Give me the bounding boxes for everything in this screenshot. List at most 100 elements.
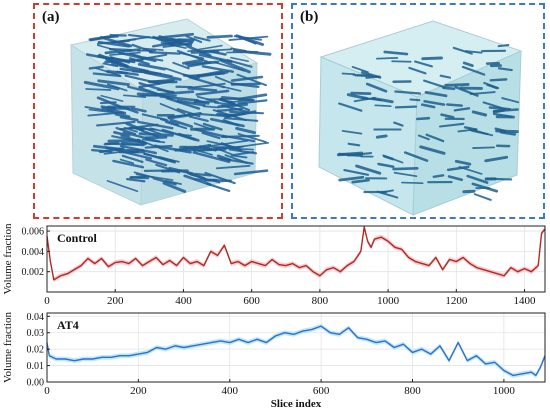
x-tick-label: 1400	[514, 295, 537, 307]
fiber	[341, 129, 363, 135]
fiber	[176, 108, 201, 118]
panel-a-fibers	[83, 32, 272, 193]
fiber	[137, 62, 166, 71]
fiber	[135, 173, 174, 181]
control-chart: 0 200 400 600 800 1000 1200 1400 0.002 0.004 0.006…	[2, 223, 546, 307]
fiber	[137, 120, 174, 130]
fiber	[393, 171, 418, 178]
fiber	[492, 108, 505, 114]
panel-a-label: (a)	[42, 9, 60, 25]
fiber	[420, 103, 436, 109]
fiber	[432, 174, 445, 179]
fiber	[207, 144, 235, 156]
series-band	[47, 323, 545, 378]
fiber	[85, 53, 114, 61]
fiber	[153, 90, 195, 97]
fiber	[351, 178, 370, 184]
fiber	[187, 86, 218, 92]
fiber	[421, 56, 443, 61]
fiber	[501, 97, 520, 104]
x-tick-label: 400	[175, 295, 192, 307]
fiber	[113, 131, 131, 138]
fiber	[102, 62, 119, 68]
fiber	[106, 107, 127, 115]
fiber	[439, 74, 452, 79]
fiber	[374, 104, 392, 108]
fiber	[88, 65, 104, 70]
fiber	[96, 120, 136, 127]
x-tick-label: 200	[107, 295, 124, 307]
panel-a-cube	[69, 18, 272, 206]
panel-b: (b)	[291, 3, 545, 219]
fiber	[144, 135, 168, 140]
fiber	[121, 154, 144, 164]
fiber	[471, 182, 499, 193]
plot-frame	[46, 225, 546, 293]
fiber	[129, 175, 147, 179]
fiber	[156, 88, 175, 93]
fiber	[85, 88, 112, 91]
series-annotation: Control	[57, 231, 97, 245]
fiber	[355, 164, 382, 175]
fiber	[177, 132, 200, 142]
fiber	[210, 50, 227, 56]
fiber	[216, 154, 232, 162]
fiber	[423, 100, 446, 106]
fiber	[394, 90, 422, 95]
fiber	[237, 132, 267, 143]
fiber	[497, 44, 510, 48]
panel-b-cube	[318, 20, 523, 216]
fiber	[408, 66, 427, 75]
fiber	[148, 51, 181, 55]
fiber	[228, 148, 258, 155]
fiber	[236, 73, 267, 87]
fiber	[447, 175, 464, 182]
fiber	[119, 67, 157, 75]
fiber	[213, 61, 246, 72]
fiber	[104, 48, 141, 55]
fiber	[401, 181, 424, 184]
fiber	[143, 47, 164, 51]
fiber	[233, 35, 263, 41]
fiber	[235, 126, 257, 135]
fiber	[495, 129, 519, 134]
fiber	[202, 105, 220, 109]
fiber	[100, 94, 124, 102]
fiber	[423, 79, 446, 89]
fiber	[229, 110, 265, 115]
fiber	[230, 56, 249, 63]
fiber	[128, 126, 157, 131]
fiber	[188, 115, 209, 123]
fiber	[182, 58, 204, 65]
fiber	[88, 108, 118, 114]
fiber	[145, 158, 168, 167]
fiber	[466, 174, 489, 184]
fiber	[452, 46, 473, 55]
y-axis-label: Volume fraction	[2, 312, 14, 383]
fiber	[341, 72, 356, 76]
fiber	[482, 101, 507, 111]
fiber	[409, 98, 421, 102]
fiber	[392, 167, 419, 171]
y-tick-label: 0.02	[27, 345, 45, 356]
fiber	[218, 98, 233, 103]
fiber	[440, 113, 455, 119]
fiber	[215, 164, 251, 170]
plot-area	[47, 226, 545, 292]
fiber	[217, 102, 248, 109]
fiber	[442, 86, 456, 91]
fiber	[164, 67, 198, 80]
y-tick-label: 0.00	[27, 378, 45, 389]
fiber	[497, 67, 513, 72]
fiber	[194, 128, 228, 139]
fiber	[83, 80, 120, 91]
fiber	[486, 83, 499, 90]
fiber	[232, 49, 272, 56]
fiber	[489, 78, 508, 82]
fiber	[197, 48, 233, 53]
fiber	[119, 158, 135, 165]
fiber	[237, 141, 270, 148]
y-tick-label: 0.03	[27, 328, 45, 339]
fiber	[136, 92, 162, 97]
